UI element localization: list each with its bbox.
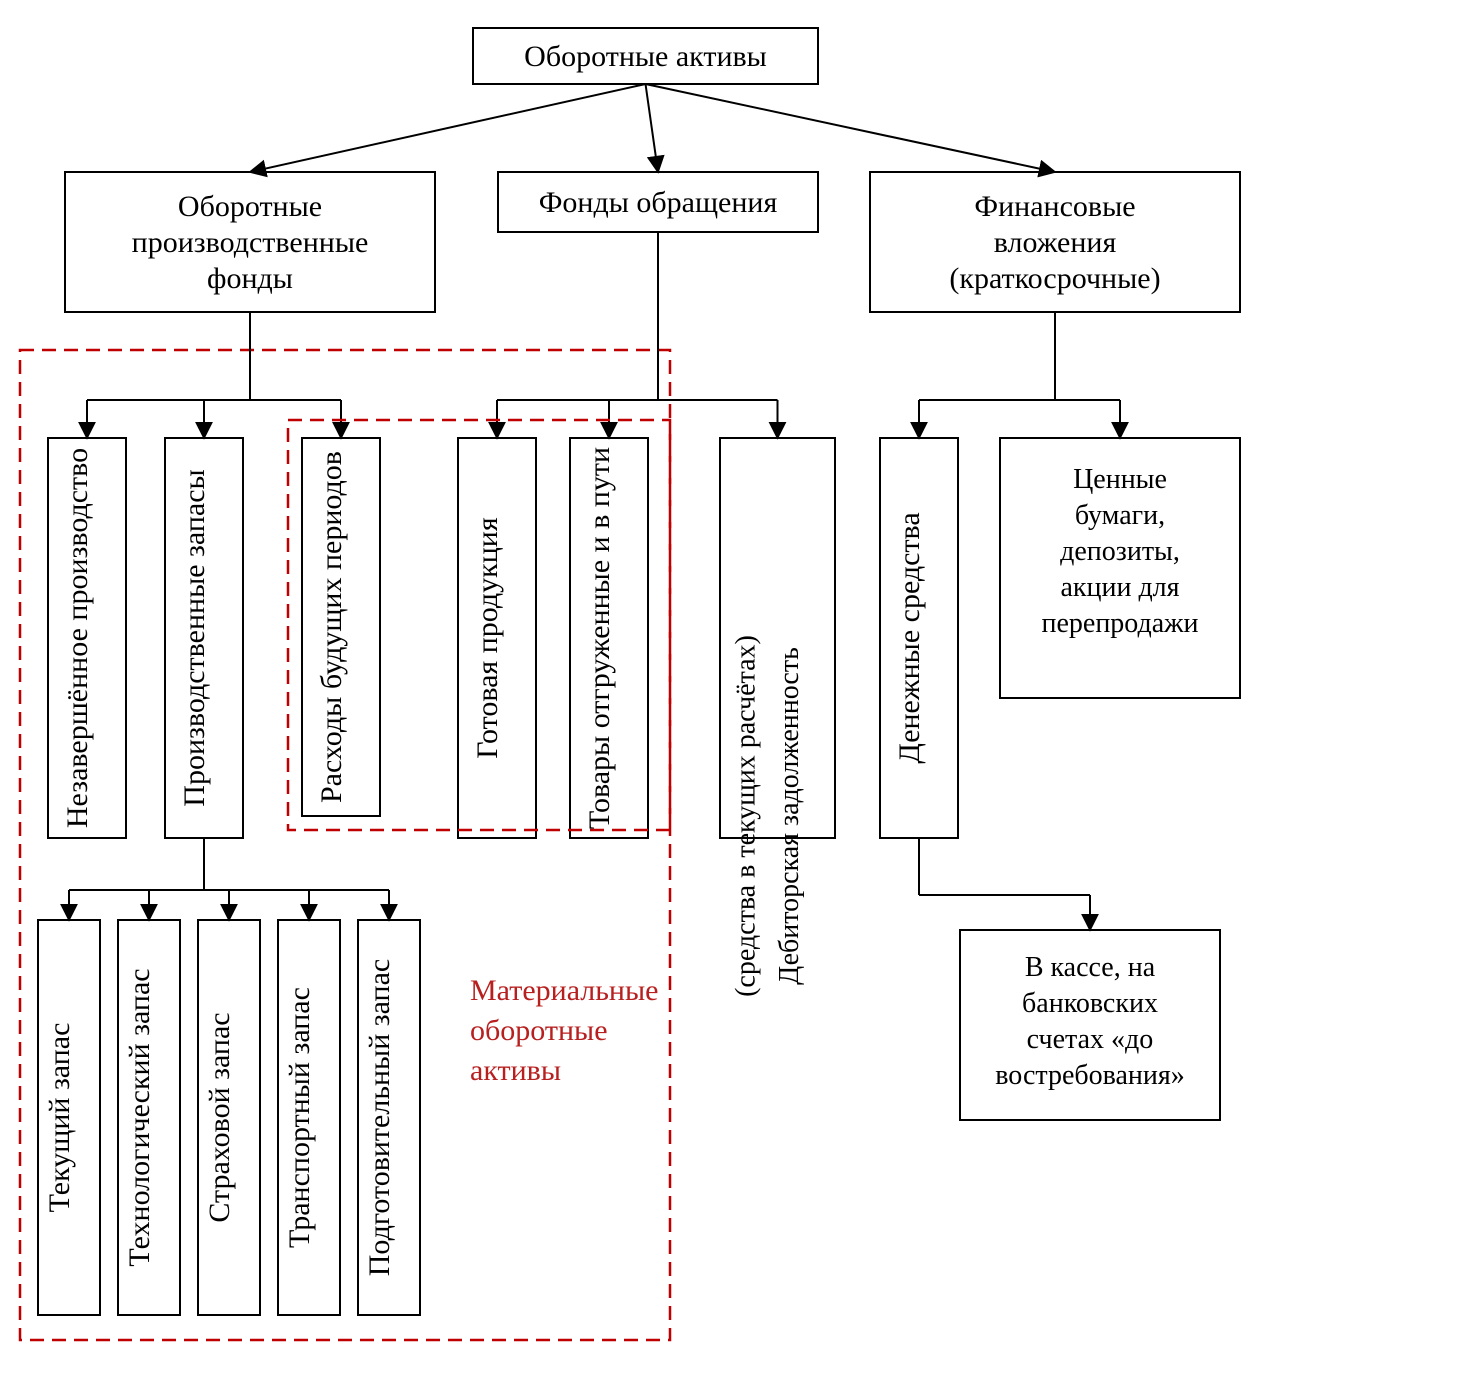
svg-text:В кассе, на: В кассе, на	[1025, 952, 1156, 983]
node-dz: Дебиторская задолженность (средства в тек…	[720, 438, 835, 997]
node-rbp: Расходы будущих периодов	[302, 438, 380, 816]
node-to: Товары отгруженные и в пути	[570, 438, 648, 838]
node-sz: Страховой запас	[198, 920, 260, 1315]
svg-text:Текущий запас: Текущий запас	[43, 1023, 76, 1213]
node-root: Оборотные активы	[473, 28, 818, 84]
node-kassa: В кассе, на банковских счетах «до востребов…	[960, 930, 1220, 1120]
node-trz: Транспортный запас	[278, 920, 340, 1315]
svg-text:Фонды обращения: Фонды обращения	[539, 186, 778, 219]
node-fo: Фонды обращения	[498, 172, 818, 232]
svg-text:Готовая продукция: Готовая продукция	[471, 517, 504, 759]
svg-text:Расходы будущих периодов: Расходы будущих периодов	[315, 451, 348, 803]
svg-text:Денежные средства: Денежные средства	[893, 512, 926, 763]
node-nz: Незавершённое производство	[48, 438, 126, 838]
svg-text:Товары отгруженные и в пути: Товары отгруженные и в пути	[583, 447, 616, 829]
svg-text:банковских: банковских	[1022, 988, 1158, 1019]
svg-text:Материальные: Материальные	[470, 974, 658, 1007]
svg-text:акции для: акции для	[1060, 572, 1179, 603]
annotation-material-assets: Материальные оборотные активы	[470, 974, 658, 1087]
svg-text:Оборотные активы: Оборотные активы	[524, 40, 767, 73]
node-pgz: Подготовительный запас	[358, 920, 420, 1315]
node-pz: Производственные запасы	[165, 438, 243, 838]
node-tgz: Технологический запас	[118, 920, 180, 1315]
svg-text:(краткосрочные): (краткосрочные)	[949, 262, 1160, 295]
node-fv: Финансовыевложения(краткосрочные)	[870, 172, 1240, 312]
node-gp: Готовая продукция	[458, 438, 536, 838]
svg-text:оборотные: оборотные	[470, 1014, 608, 1047]
svg-text:Дебиторская задолженность: Дебиторская задолженность	[774, 647, 805, 985]
svg-text:активы: активы	[470, 1054, 561, 1087]
svg-text:Финансовые: Финансовые	[974, 190, 1135, 223]
svg-text:Незавершённое производство: Незавершённое производство	[61, 448, 94, 828]
node-cb: Ценные бумаги, депозиты, акции для перепрода…	[1000, 438, 1240, 698]
svg-text:Ценные: Ценные	[1073, 464, 1167, 495]
svg-text:производственные: производственные	[132, 226, 369, 259]
svg-text:Оборотные: Оборотные	[178, 190, 322, 223]
diagram-canvas: Оборотные активы Оборотныепроизводственн…	[0, 0, 1473, 1380]
node-ds: Денежные средства	[880, 438, 958, 838]
svg-text:депозиты,: депозиты,	[1060, 536, 1180, 567]
svg-text:Страховой запас: Страховой запас	[203, 1012, 236, 1222]
svg-text:Технологический запас: Технологический запас	[123, 968, 156, 1266]
svg-text:(средства в текущих расчётах): (средства в текущих расчётах)	[731, 635, 762, 997]
svg-text:перепродажи: перепродажи	[1041, 608, 1198, 639]
node-tz: Текущий запас	[38, 920, 100, 1315]
node-opf: Оборотныепроизводственныефонды	[65, 172, 435, 312]
svg-text:счетах «до: счетах «до	[1027, 1024, 1154, 1055]
svg-text:вложения: вложения	[994, 226, 1117, 259]
svg-text:бумаги,: бумаги,	[1075, 500, 1165, 531]
svg-text:Транспортный запас: Транспортный запас	[283, 987, 316, 1248]
svg-text:фонды: фонды	[207, 262, 293, 295]
svg-text:Подготовительный запас: Подготовительный запас	[363, 959, 396, 1276]
svg-text:востребования»: востребования»	[995, 1060, 1185, 1091]
svg-text:Производственные запасы: Производственные запасы	[178, 469, 211, 806]
